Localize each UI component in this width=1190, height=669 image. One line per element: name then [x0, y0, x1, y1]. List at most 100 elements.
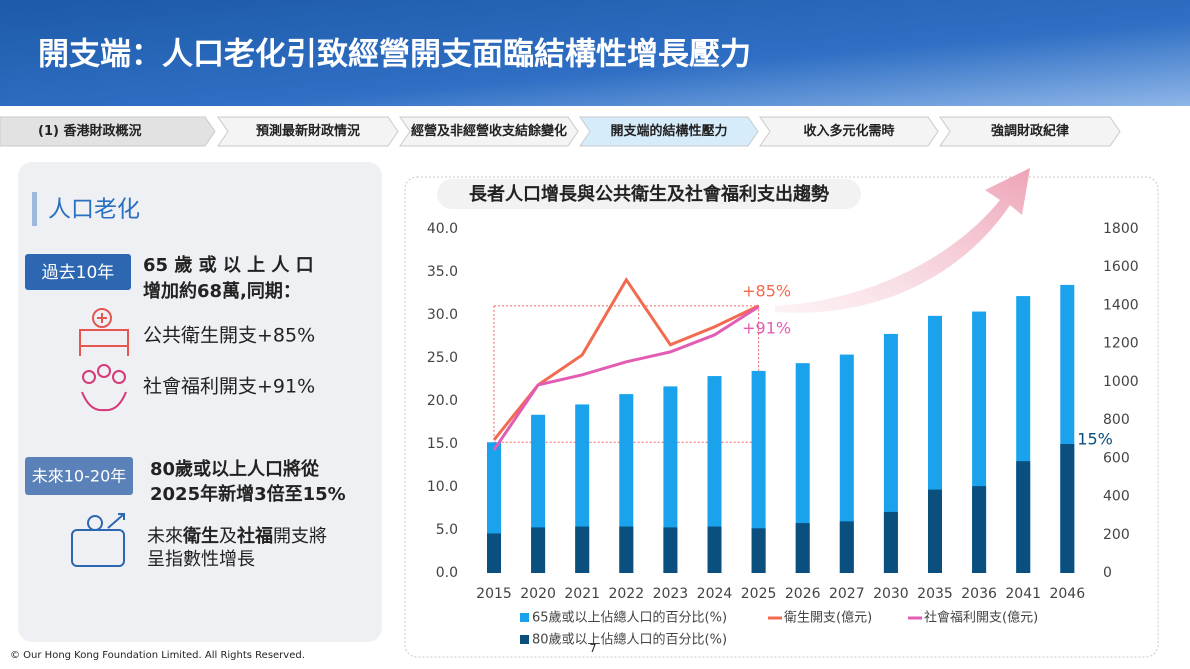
y2-tick-label: 400 — [1103, 489, 1130, 505]
y2-tick-label: 0 — [1103, 565, 1112, 581]
x-tick-label: 2041 — [1005, 586, 1041, 602]
bar — [795, 363, 810, 573]
value-label: 15% — [1077, 430, 1113, 449]
y-tick-label: 40.0 — [427, 221, 458, 237]
x-tick-label: 2024 — [697, 586, 733, 602]
y-tick-label: 20.0 — [427, 393, 458, 409]
legend-label: 社會福利開支(億元) — [924, 610, 1038, 626]
y2-tick-label: 800 — [1103, 412, 1130, 428]
text: 未來衛生及社福開支將 — [147, 525, 327, 547]
line — [492, 305, 760, 451]
growth-arrow — [775, 168, 1030, 313]
legend-swatch — [520, 635, 529, 644]
header-band — [0, 0, 1190, 106]
text-part: 未來 — [147, 526, 183, 547]
nav-label: (1) 香港財政概況 — [38, 123, 141, 139]
x-tick-label: 2035 — [917, 586, 953, 602]
y-tick-label: 35.0 — [427, 264, 458, 280]
nav-label: 經營及非經營收支結餘變化 — [411, 123, 567, 139]
page-number: 7 — [590, 642, 597, 655]
x-tick-label: 2022 — [608, 586, 644, 602]
legend-label: 衛生開支(億元) — [784, 610, 872, 626]
bar — [1016, 461, 1031, 573]
text: 65 歲 或 以 上 人 口 — [143, 254, 314, 276]
badge — [25, 457, 133, 495]
bar — [619, 526, 634, 573]
y2-tick-label: 1800 — [1103, 221, 1139, 237]
copyright: © Our Hong Kong Foundation Limited. All … — [10, 650, 305, 661]
nav-item — [217, 116, 399, 147]
nav-item — [939, 116, 1121, 147]
bar — [663, 386, 678, 573]
bar — [928, 489, 942, 573]
bar — [839, 521, 854, 573]
x-tick-label: 2030 — [873, 586, 909, 602]
text-part: 開支將 — [273, 526, 327, 547]
nav-item — [399, 116, 579, 147]
x-tick-label: 2021 — [564, 586, 600, 602]
chart-title-bg — [437, 179, 861, 209]
bar — [751, 528, 766, 573]
text: 80歲或以上人口將從 — [150, 458, 319, 480]
legend-label: 65歲或以上佔總人口的百分比(%) — [532, 610, 727, 626]
badge-text: 過去10年 — [42, 263, 115, 283]
x-tick-label: 2036 — [961, 586, 997, 602]
y2-tick-label: 1400 — [1103, 297, 1139, 313]
annotation: +91% — [742, 318, 791, 337]
nav-item — [759, 116, 939, 147]
text: 增加約68萬,同期： — [143, 280, 301, 302]
bar — [1060, 444, 1075, 573]
legend-label: 80歲或以上佔總人口的百分比(%) — [532, 632, 727, 648]
x-tick-label: 2027 — [829, 586, 865, 602]
chart-title: 長者人口增長與公共衛生及社會福利支出趨勢 — [469, 183, 829, 205]
left-panel — [18, 162, 382, 642]
bar — [663, 527, 678, 573]
y-tick-label: 30.0 — [427, 307, 458, 323]
badge — [25, 254, 131, 290]
text-part: 社福 — [237, 525, 273, 547]
y-tick-label: 5.0 — [436, 522, 458, 538]
panel-heading: 人口老化 — [48, 197, 140, 223]
wallet-icon — [71, 513, 125, 567]
y-tick-label: 0.0 — [436, 565, 458, 581]
y2-tick-label: 1600 — [1103, 259, 1139, 275]
text: 2025年新增3倍至15% — [150, 483, 346, 505]
bar — [839, 354, 854, 573]
x-tick-label: 2023 — [653, 586, 689, 602]
welfare-icon — [81, 364, 127, 412]
bar — [751, 370, 766, 573]
x-tick-label: 2020 — [520, 586, 556, 602]
nav-item — [0, 116, 216, 147]
bar — [707, 526, 722, 573]
y-tick-label: 10.0 — [427, 479, 458, 495]
y2-tick-label: 600 — [1103, 450, 1130, 466]
text: 公共衛生開支+85% — [143, 325, 315, 347]
nav-label: 強調財政紀律 — [991, 123, 1069, 139]
nav: (1) 香港財政概況 預測最新財政情況 經營及非經營收支結餘變化 開支端的結構性壓力 收… — [0, 116, 1121, 147]
nav-label: 開支端的結構性壓力 — [610, 123, 727, 139]
nav-label: 預測最新財政情況 — [256, 123, 360, 139]
chart-panel — [404, 176, 1159, 658]
y2-tick-label: 1200 — [1103, 336, 1139, 352]
x-tick-label: 2026 — [785, 586, 821, 602]
nav-item — [579, 116, 759, 147]
y2-tick-label: 200 — [1103, 527, 1130, 543]
bar — [972, 486, 987, 573]
bar — [707, 376, 722, 573]
page-title: 開支端：人口老化引致經營開支面臨結構性增長壓力 — [38, 37, 751, 73]
y2-tick-label: 1000 — [1103, 374, 1139, 390]
x-tick-label: 2046 — [1049, 586, 1085, 602]
text: 呈指數性增長 — [147, 549, 255, 570]
text: 社會福利開支+91% — [143, 376, 315, 398]
nav-label: 收入多元化需時 — [803, 123, 894, 139]
legend-swatch — [520, 613, 529, 622]
bar — [795, 523, 810, 573]
annotation: +85% — [742, 281, 791, 300]
bar — [531, 527, 546, 573]
bar — [575, 526, 590, 573]
bar — [487, 533, 501, 573]
x-tick-label: 2015 — [476, 586, 512, 602]
y-tick-label: 25.0 — [427, 350, 458, 366]
bar — [883, 511, 898, 573]
